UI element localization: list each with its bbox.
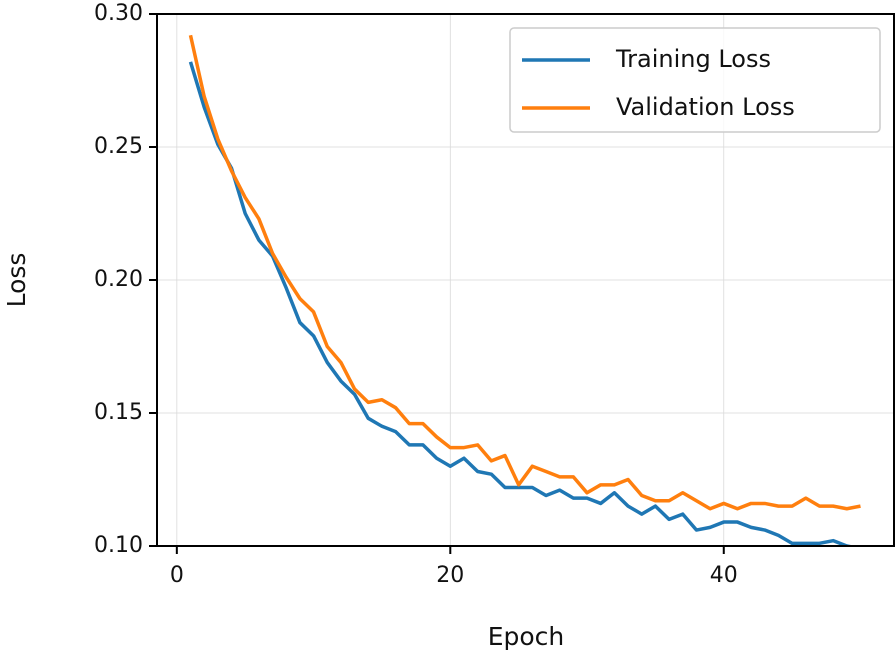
y-tick-label: 0.10 — [94, 533, 143, 558]
plot-frame — [156, 13, 895, 547]
legend-label: Validation Loss — [616, 93, 795, 121]
y-axis-label: Loss — [2, 253, 31, 308]
x-axis-label: Epoch — [488, 622, 565, 651]
legend-box — [509, 27, 881, 133]
legend-label: Training Loss — [615, 45, 771, 73]
y-tick-label: 0.20 — [94, 267, 143, 292]
legend: Training Loss Validation Loss — [509, 27, 881, 133]
x-tick-label: 20 — [436, 563, 464, 588]
y-tick-label: 0.15 — [94, 400, 143, 425]
line-series — [188, 61, 856, 546]
x-tick-label: 0 — [170, 563, 184, 588]
y-tick-label: 0.25 — [94, 134, 143, 159]
y-tick-label: 0.30 — [94, 1, 143, 26]
line-series — [188, 34, 861, 511]
x-tick-label: 40 — [710, 563, 738, 588]
